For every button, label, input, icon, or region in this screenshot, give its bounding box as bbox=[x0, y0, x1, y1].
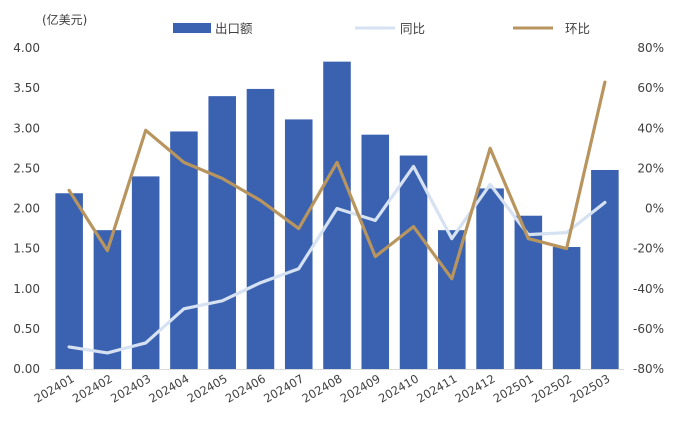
y-left-tick-label: 1.50 bbox=[13, 242, 40, 256]
y-left-tick-label: 0.00 bbox=[13, 362, 40, 376]
bar bbox=[323, 61, 351, 370]
bar bbox=[131, 176, 160, 369]
y-right-tick-label: -20% bbox=[633, 242, 664, 256]
y-right-tick-label: -60% bbox=[633, 322, 664, 336]
y-left-tick-label: 3.50 bbox=[13, 81, 40, 95]
y-right-tick-label: 80% bbox=[637, 41, 664, 55]
x-tick-label: 202406 bbox=[223, 371, 268, 405]
x-tick-label: 202501 bbox=[491, 371, 536, 405]
bar bbox=[55, 193, 83, 369]
line-环比 bbox=[67, 80, 607, 281]
y-left-unit-label: (亿美元) bbox=[42, 12, 87, 27]
legend: 出口额 同比 环比 bbox=[173, 21, 590, 36]
x-tick-label: 202404 bbox=[146, 371, 191, 405]
x-tick-label: 202402 bbox=[70, 371, 115, 405]
x-tick-label: 202401 bbox=[32, 371, 77, 405]
y-left-tick-label: 0.50 bbox=[13, 322, 40, 336]
bar bbox=[246, 88, 275, 370]
x-tick-label: 202408 bbox=[299, 371, 344, 405]
x-tick-label: 202409 bbox=[338, 371, 383, 405]
x-tick-label: 202411 bbox=[414, 371, 459, 405]
legend-label: 环比 bbox=[565, 21, 590, 36]
y-left-tick-label: 2.00 bbox=[13, 202, 40, 216]
bar bbox=[170, 131, 198, 369]
legend-label: 出口额 bbox=[215, 21, 253, 36]
x-tick-label: 202405 bbox=[185, 371, 230, 405]
x-tick-label: 202503 bbox=[567, 371, 612, 405]
legend-label: 同比 bbox=[400, 21, 425, 36]
y-left-tick-label: 2.50 bbox=[13, 161, 40, 175]
y-right-tick-label: -80% bbox=[633, 362, 664, 376]
y-left-tick-label: 3.00 bbox=[13, 121, 40, 135]
y-right-tick-label: -40% bbox=[633, 282, 664, 296]
y-left-tick-label: 4.00 bbox=[13, 41, 40, 55]
bar-series bbox=[55, 61, 619, 370]
y-left-tick-label: 1.00 bbox=[13, 282, 40, 296]
y-right-tick-label: 0% bbox=[645, 202, 664, 216]
bar bbox=[399, 155, 428, 369]
bar bbox=[552, 247, 581, 369]
line-series bbox=[67, 80, 607, 355]
bar bbox=[208, 96, 236, 370]
legend-swatch bbox=[173, 23, 211, 33]
legend-item: 同比 bbox=[355, 21, 425, 36]
legend-item: 出口额 bbox=[173, 21, 253, 36]
bar bbox=[591, 169, 619, 369]
bar bbox=[476, 188, 504, 369]
legend-item: 环比 bbox=[513, 21, 590, 36]
bar bbox=[284, 119, 313, 369]
x-tick-label: 202410 bbox=[376, 371, 421, 405]
x-tick-label: 202407 bbox=[261, 371, 306, 405]
x-tick-label: 202502 bbox=[529, 371, 574, 405]
line-同比 bbox=[67, 164, 607, 355]
bar bbox=[361, 134, 390, 369]
y-right-tick-label: 60% bbox=[637, 81, 664, 95]
bar bbox=[438, 230, 466, 369]
y-right-tick-label: 40% bbox=[637, 121, 664, 135]
x-tick-label: 202412 bbox=[453, 371, 498, 405]
y-right-tick-label: 20% bbox=[637, 161, 664, 175]
bar bbox=[93, 230, 122, 369]
x-tick-label: 202403 bbox=[108, 371, 153, 405]
